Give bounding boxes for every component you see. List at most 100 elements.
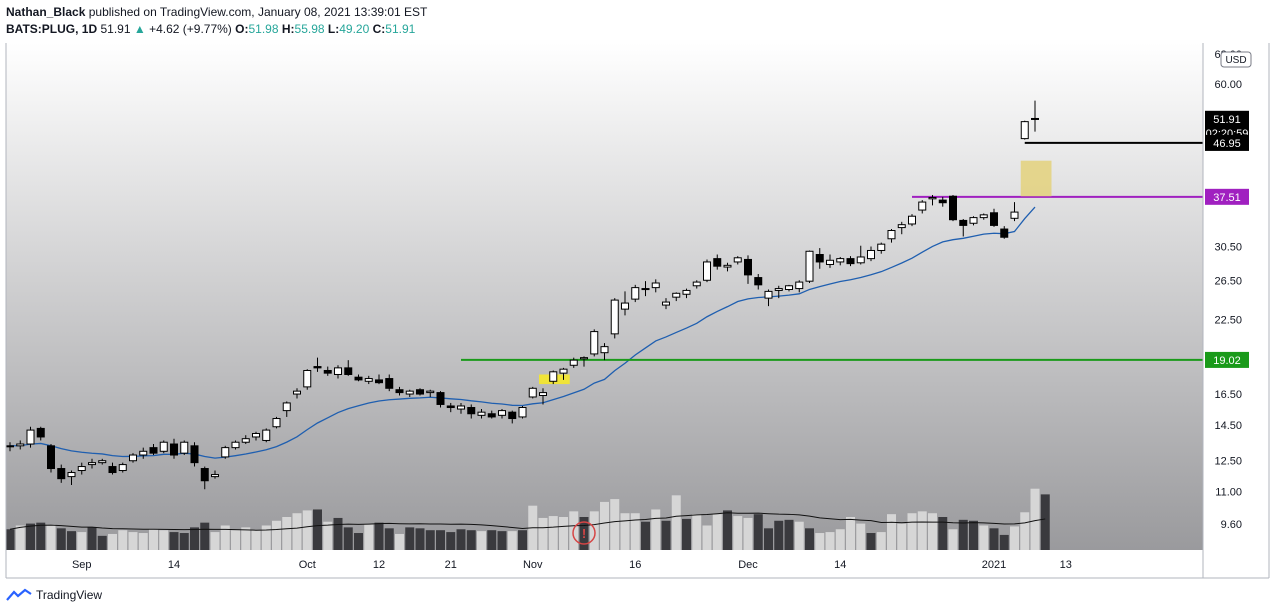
price-tag — [1205, 351, 1249, 368]
candle-up — [969, 217, 978, 224]
candle-up — [785, 285, 793, 291]
candle-down — [323, 369, 332, 374]
volume-bar — [477, 531, 486, 550]
candle-down — [846, 258, 855, 265]
volume-bar — [15, 525, 25, 550]
volume-bar — [466, 530, 476, 550]
plot-area[interactable] — [6, 43, 1203, 550]
currency-label: USD — [1225, 55, 1246, 66]
volume-bar — [794, 521, 804, 550]
candle-up — [692, 281, 701, 287]
last-price: 51.91 — [100, 22, 131, 36]
candle-down — [190, 445, 199, 464]
publish-line: Nathan_Black published on TradingView.co… — [6, 4, 427, 21]
volume-bar — [200, 522, 210, 550]
candle-up — [231, 441, 240, 449]
candle-down — [1000, 228, 1009, 238]
candle-up — [405, 390, 414, 395]
volume-bar — [641, 521, 650, 550]
tradingview-logo-icon — [6, 588, 32, 601]
candle-down — [385, 378, 394, 389]
volume-bar — [948, 529, 958, 550]
volume-bar — [579, 517, 589, 550]
candle-up — [682, 289, 691, 295]
candle-up — [672, 292, 681, 298]
chart-header: Nathan_Black published on TradingView.co… — [6, 4, 427, 38]
volume-bar — [436, 530, 445, 550]
volume-bar — [395, 533, 404, 550]
volume-bar — [805, 528, 814, 550]
volume-bar — [989, 528, 999, 550]
time-axis-ticks: Sep 14 Oct 12 21 Nov 16 Dec 14 2021 13 — [72, 559, 1072, 571]
volume-bar — [1020, 512, 1030, 550]
volume-bar — [26, 523, 35, 550]
volume-bar — [846, 517, 855, 550]
volume-bar — [866, 533, 876, 550]
volume-bar — [425, 530, 435, 550]
price-tag-label: 46.95 — [1213, 138, 1241, 150]
candle-up — [590, 331, 599, 355]
volume-bar — [928, 513, 937, 550]
candle-down — [436, 392, 445, 405]
candle-up — [856, 256, 865, 264]
candle-up — [139, 450, 148, 456]
volume-bar — [661, 520, 671, 550]
candle-up — [703, 261, 711, 281]
candle-up — [272, 418, 281, 428]
candle-down — [344, 367, 353, 375]
candle-down — [959, 219, 968, 226]
candle-up — [334, 367, 342, 375]
volume-bar — [323, 521, 333, 550]
volume-bar — [733, 516, 743, 550]
volume-bar — [272, 520, 281, 550]
candle-down — [416, 389, 424, 395]
highlight-box — [1020, 160, 1052, 197]
volume-bar — [384, 528, 394, 550]
volume-bar — [36, 522, 46, 550]
candle-down — [446, 405, 455, 409]
volume-bar — [630, 513, 640, 550]
price-tag — [1205, 110, 1249, 127]
close-label: C: — [372, 22, 386, 36]
volume-bar — [815, 533, 825, 550]
candle-down — [200, 468, 209, 482]
candle-down — [149, 447, 158, 454]
publisher-name[interactable]: Nathan_Black — [6, 5, 86, 19]
volume-bar — [979, 525, 989, 550]
y-tick-label: 26.50 — [1214, 275, 1242, 287]
y-tick-label: 9.60 — [1221, 519, 1242, 531]
high-label: H: — [281, 22, 295, 36]
volume-bar — [333, 517, 343, 550]
volume-bar — [149, 529, 158, 550]
candle-down — [641, 288, 650, 291]
footer-brand[interactable]: TradingView — [6, 588, 102, 602]
volume-bar — [548, 516, 558, 550]
candle-down — [744, 258, 752, 276]
candle-up — [180, 441, 189, 454]
candle-up — [928, 197, 937, 200]
candle-up — [457, 405, 465, 410]
time-axis[interactable] — [6, 550, 1203, 578]
candle-up — [159, 441, 168, 452]
candle-up — [867, 249, 875, 260]
price-axis-ticks: 68.0060.0030.5026.5022.5016.5014.5012.50… — [1214, 49, 1242, 531]
currency-badge[interactable]: USD — [1220, 51, 1252, 68]
y-tick-label: 60.00 — [1214, 79, 1242, 91]
horizontal-levels[interactable] — [461, 141, 1203, 361]
event-marker-label: ! — [582, 526, 586, 541]
ohlc-line: BATS:PLUG, 1D 51.91 ▲ +4.62 (+9.77%) O:5… — [6, 21, 427, 38]
volume-bar — [907, 513, 917, 550]
volume-bar — [292, 513, 302, 550]
volume-bar — [938, 517, 948, 550]
candle-down — [395, 389, 404, 394]
candle-up — [293, 390, 301, 395]
volume-bar — [46, 524, 56, 550]
candle-up — [826, 259, 834, 265]
candlesticks: ! — [6, 100, 1039, 545]
candle-up — [908, 215, 916, 225]
x-tick-label: Oct — [299, 559, 316, 571]
volume-bar — [67, 531, 76, 550]
volume-bar — [87, 527, 97, 550]
